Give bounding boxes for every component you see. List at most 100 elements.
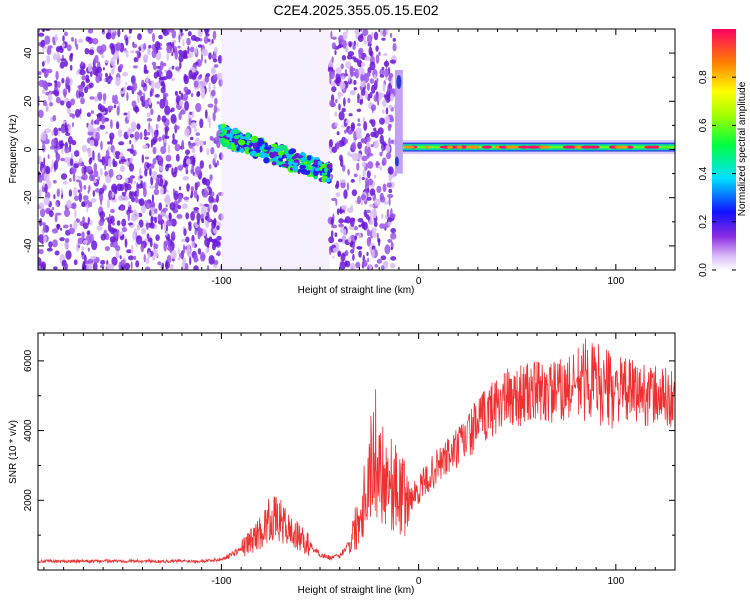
spectrogram-cell xyxy=(388,137,391,147)
spectrogram-cell xyxy=(174,143,181,152)
spectrogram-cell xyxy=(365,209,371,213)
spectrogram-cell xyxy=(51,228,59,234)
spectrogram-cell xyxy=(382,109,385,114)
spectrogram-cell xyxy=(142,144,149,149)
spectrogram-cell xyxy=(127,127,132,137)
spectrogram-cell xyxy=(359,99,362,105)
spectrogram-cell xyxy=(172,133,175,141)
spectrogram-cell xyxy=(367,146,371,156)
spectrogram-cell xyxy=(336,131,340,136)
spectrogram-cell xyxy=(212,204,218,213)
spectrogram-cell xyxy=(92,37,99,45)
spectrogram-cell xyxy=(165,259,169,270)
spectrogram-cell xyxy=(240,147,244,154)
spectrogram-cell xyxy=(125,81,128,86)
spectrogram-cell xyxy=(347,168,350,176)
spectrogram-cell xyxy=(100,197,103,206)
spectrogram-cell xyxy=(157,174,163,178)
spectrogram-cell xyxy=(78,180,82,188)
spectrogram-cell xyxy=(341,107,346,113)
spectrogram-cell xyxy=(115,76,121,87)
spectrogram-cell xyxy=(105,32,112,40)
spectrogram-cell xyxy=(209,40,212,46)
spectrogram-cell xyxy=(43,171,50,182)
spectrogram-cell xyxy=(377,127,384,135)
spectrogram-cell xyxy=(134,106,140,113)
spectrogram-cell xyxy=(187,30,192,37)
spectrogram-cell xyxy=(66,44,72,52)
spectrogram-cell xyxy=(358,250,362,258)
spectrogram-cell xyxy=(353,79,357,85)
spectrogram-cell xyxy=(120,156,126,160)
spectrogram-cell xyxy=(107,78,112,83)
spectrogram-cell xyxy=(77,38,84,43)
spectrogram-cell xyxy=(350,204,354,214)
spectrogram-cell xyxy=(364,146,368,155)
spectrogram-cell xyxy=(216,194,219,203)
spectrogram-cell xyxy=(352,253,355,261)
spectrogram-cell xyxy=(270,158,279,162)
spectrogram-cell xyxy=(376,232,379,240)
spectrogram-cell xyxy=(124,50,129,54)
spectrogram-cell xyxy=(173,125,180,130)
spectrogram-cell xyxy=(38,189,42,197)
spectrogram-cell xyxy=(156,117,161,122)
spectrogram-cell xyxy=(144,168,148,177)
spectrogram-cell xyxy=(362,29,369,36)
spectrogram-cell xyxy=(356,162,360,171)
spectrogram-cell xyxy=(341,205,347,210)
spectrogram-cell xyxy=(134,195,139,204)
spectrogram-cell xyxy=(206,148,210,156)
spectrogram-cell xyxy=(113,160,118,168)
spectrogram-cell xyxy=(164,180,168,186)
spectrogram-cell xyxy=(140,243,145,253)
spectrogram-cell xyxy=(263,157,270,164)
spectrogram-cell xyxy=(56,188,60,197)
spectrogram-xtick-label: 100 xyxy=(607,276,624,287)
spectrogram-cell xyxy=(366,229,371,237)
spectrogram-cell xyxy=(160,81,165,87)
spectrogram-cell xyxy=(538,145,551,149)
spectrogram-cell xyxy=(181,141,184,149)
spectrogram-cell xyxy=(213,136,220,144)
spectrogram-cell xyxy=(158,165,164,171)
spectrogram-cell xyxy=(158,136,162,142)
spectrogram-cell xyxy=(51,207,55,211)
spectrogram-cell xyxy=(190,186,194,192)
spectrogram-cell xyxy=(143,92,145,102)
spectrogram-cell xyxy=(152,64,157,70)
spectrogram-cell xyxy=(81,251,84,256)
spectrogram-cell xyxy=(152,136,158,143)
snr-ytick-label: 6000 xyxy=(23,349,34,372)
spectrogram-cell xyxy=(369,119,373,124)
spectrogram-cell xyxy=(331,146,338,153)
spectrogram-cell xyxy=(341,55,347,61)
spectrogram-cell xyxy=(141,204,146,214)
spectrogram-cell xyxy=(141,79,145,86)
spectrogram-cell xyxy=(149,167,152,177)
spectrogram-cell xyxy=(207,103,214,108)
spectrogram-cell xyxy=(143,254,146,263)
spectrogram-cell xyxy=(356,108,362,113)
spectrogram-cell xyxy=(214,46,218,55)
spectrogram-cell xyxy=(137,183,143,189)
spectrogram-cell xyxy=(90,255,97,260)
spectrogram-cell xyxy=(127,35,131,40)
spectrogram-cell xyxy=(109,43,114,50)
spectrogram-cell xyxy=(371,245,376,250)
spectrogram-cell xyxy=(94,188,100,193)
spectrogram-cell xyxy=(347,130,353,135)
spectrogram-cell xyxy=(199,140,204,147)
spectrogram-cell xyxy=(394,156,399,167)
spectrogram-cell xyxy=(211,243,217,251)
spectrogram-cell xyxy=(382,183,387,193)
spectrogram-cell xyxy=(81,145,88,153)
spectrogram-cell xyxy=(392,43,397,52)
spectrogram-cell xyxy=(92,150,95,161)
spectrogram-cell xyxy=(55,96,61,104)
spectrogram-cell xyxy=(133,65,138,69)
spectrogram-cell xyxy=(47,93,53,103)
spectrogram-cell xyxy=(374,174,377,179)
spectrogram-cell xyxy=(353,87,357,91)
spectrogram-cell xyxy=(387,238,393,243)
